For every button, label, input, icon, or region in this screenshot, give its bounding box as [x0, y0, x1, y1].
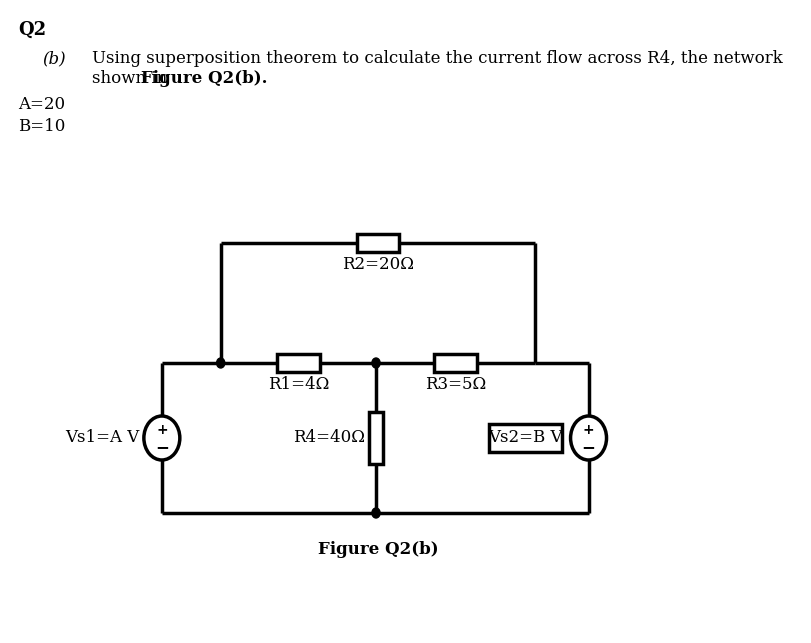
- Text: Using superposition theorem to calculate the current flow across R4, the network: Using superposition theorem to calculate…: [92, 50, 781, 67]
- Circle shape: [144, 416, 179, 460]
- Text: shown in: shown in: [92, 70, 172, 87]
- Bar: [277, 354, 320, 372]
- Text: R3=5Ω: R3=5Ω: [425, 376, 486, 393]
- Bar: [356, 234, 399, 252]
- Text: A=20: A=20: [18, 96, 65, 113]
- Text: Vs2=B V: Vs2=B V: [487, 430, 562, 446]
- Circle shape: [371, 358, 380, 368]
- Circle shape: [570, 416, 606, 460]
- Text: R4=40Ω: R4=40Ω: [292, 430, 364, 446]
- Text: +: +: [582, 423, 594, 437]
- Bar: [434, 354, 476, 372]
- Text: −: −: [581, 438, 594, 456]
- Bar: [368, 412, 383, 464]
- Text: B=10: B=10: [18, 118, 65, 135]
- Text: Figure Q2(b).: Figure Q2(b).: [141, 70, 268, 87]
- Bar: [488, 424, 562, 452]
- Text: R2=20Ω: R2=20Ω: [341, 256, 414, 273]
- Text: Vs1=A V: Vs1=A V: [65, 430, 139, 446]
- Text: Figure Q2(b): Figure Q2(b): [317, 541, 438, 558]
- Circle shape: [371, 508, 380, 518]
- Text: −: −: [155, 438, 169, 456]
- Circle shape: [217, 358, 225, 368]
- Text: +: +: [156, 423, 167, 437]
- Text: Q2: Q2: [18, 21, 46, 39]
- Text: R1=4Ω: R1=4Ω: [268, 376, 328, 393]
- Text: (b): (b): [42, 50, 66, 67]
